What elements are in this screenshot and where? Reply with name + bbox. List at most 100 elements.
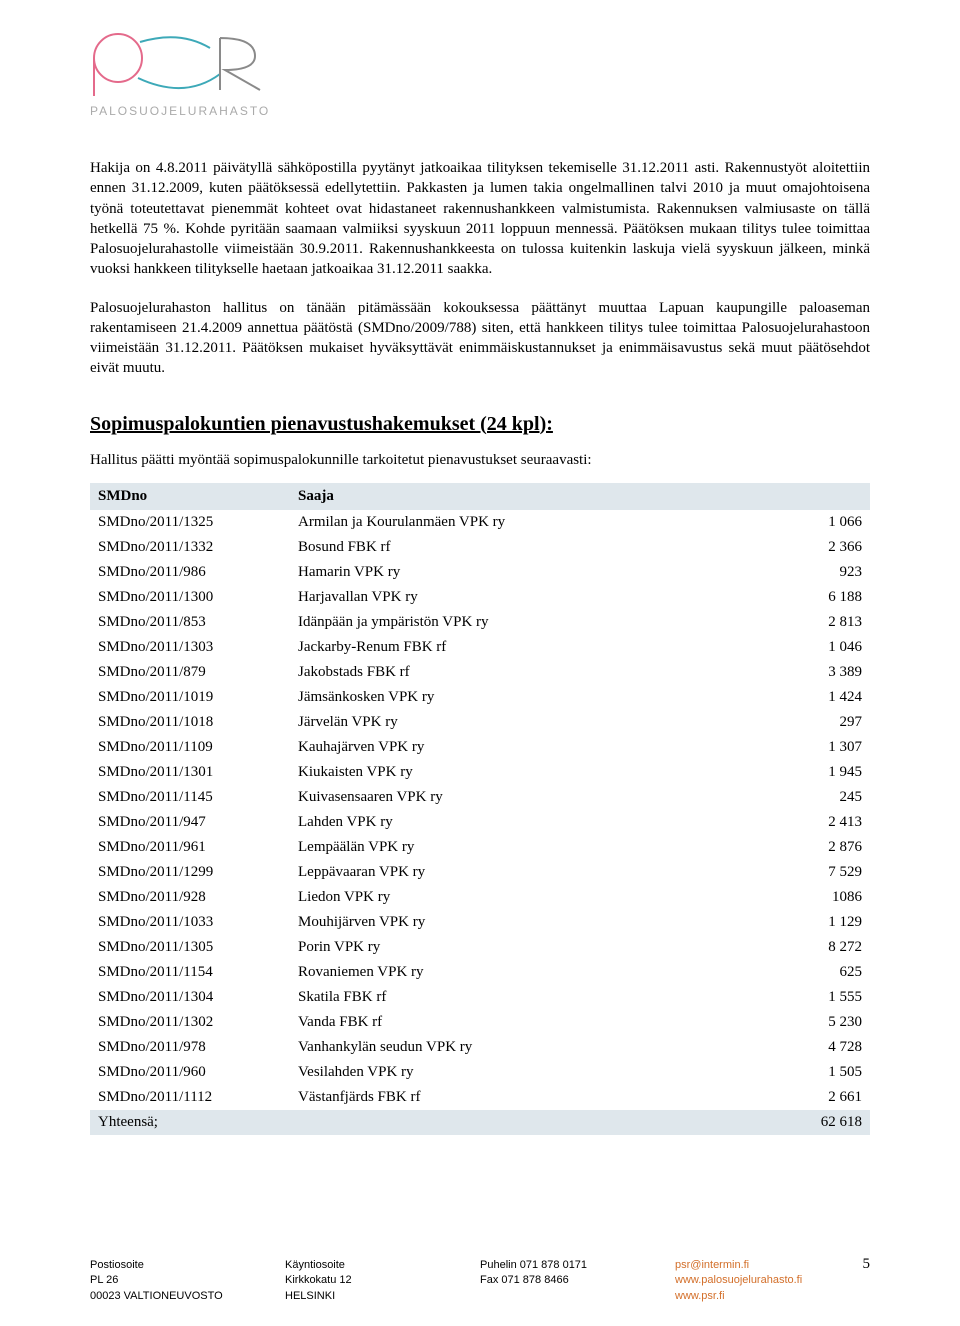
cell-saaja: Bosund FBK rf	[290, 535, 780, 560]
cell-smdno: SMDno/2011/928	[90, 885, 290, 910]
table-row: SMDno/2011/1332Bosund FBK rf2 366	[90, 535, 870, 560]
footer-email-link[interactable]: psr@intermin.fi	[675, 1259, 749, 1271]
cell-smdno: SMDno/2011/1154	[90, 960, 290, 985]
table-row: SMDno/2011/1300Harjavallan VPK ry6 188	[90, 585, 870, 610]
cell-amount: 4 728	[780, 1035, 870, 1060]
page-number: 5	[863, 1254, 871, 1275]
th-saaja: Saaja	[290, 483, 780, 510]
footer-web2-link[interactable]: www.psr.fi	[675, 1290, 725, 1302]
cell-amount: 6 188	[780, 585, 870, 610]
cell-amount: 1 505	[780, 1060, 870, 1085]
cell-amount: 1 046	[780, 635, 870, 660]
table-row: SMDno/2011/853Idänpään ja ympäristön VPK…	[90, 610, 870, 635]
cell-smdno: SMDno/2011/1332	[90, 535, 290, 560]
cell-amount: 1 066	[780, 510, 870, 535]
cell-smdno: SMDno/2011/1302	[90, 1010, 290, 1035]
footer-col-phone: Puhelin 071 878 0171 Fax 071 878 8466	[480, 1258, 675, 1304]
cell-saaja: Rovaniemen VPK ry	[290, 960, 780, 985]
footer-line: Kirkkokatu 12	[285, 1273, 480, 1288]
cell-saaja: Porin VPK ry	[290, 935, 780, 960]
table-row: SMDno/2011/1301Kiukaisten VPK ry1 945	[90, 760, 870, 785]
paragraph-1: Hakija on 4.8.2011 päivätyllä sähköposti…	[90, 158, 870, 280]
cell-saaja: Lempäälän VPK ry	[290, 835, 780, 860]
cell-saaja: Harjavallan VPK ry	[290, 585, 780, 610]
cell-saaja: Hamarin VPK ry	[290, 560, 780, 585]
cell-smdno: SMDno/2011/961	[90, 835, 290, 860]
cell-smdno: SMDno/2011/879	[90, 660, 290, 685]
cell-smdno: SMDno/2011/1304	[90, 985, 290, 1010]
table-row: SMDno/2011/947Lahden VPK ry2 413	[90, 810, 870, 835]
footer-line: Postiosoite	[90, 1258, 285, 1273]
cell-amount: 1 129	[780, 910, 870, 935]
cell-saaja: Jämsänkosken VPK ry	[290, 685, 780, 710]
cell-amount: 245	[780, 785, 870, 810]
cell-amount: 3 389	[780, 660, 870, 685]
cell-smdno: SMDno/2011/960	[90, 1060, 290, 1085]
cell-saaja: Vanhankylän seudun VPK ry	[290, 1035, 780, 1060]
total-spacer	[290, 1110, 780, 1135]
cell-smdno: SMDno/2011/1019	[90, 685, 290, 710]
total-label: Yhteensä;	[90, 1110, 290, 1135]
cell-amount: 2 413	[780, 810, 870, 835]
footer-block: Postiosoite PL 26 00023 VALTIONEUVOSTO K…	[90, 1258, 870, 1304]
table-row: SMDno/2011/1299Leppävaaran VPK ry7 529	[90, 860, 870, 885]
cell-amount: 923	[780, 560, 870, 585]
table-row: SMDno/2011/1302Vanda FBK rf5 230	[90, 1010, 870, 1035]
cell-smdno: SMDno/2011/1112	[90, 1085, 290, 1110]
footer-web1-link[interactable]: www.palosuojelurahasto.fi	[675, 1274, 802, 1286]
cell-smdno: SMDno/2011/978	[90, 1035, 290, 1060]
cell-amount: 7 529	[780, 860, 870, 885]
table-row: SMDno/2011/928Liedon VPK ry1086	[90, 885, 870, 910]
footer-col-links: 5 psr@intermin.fi www.palosuojelurahasto…	[675, 1258, 870, 1304]
cell-smdno: SMDno/2011/1301	[90, 760, 290, 785]
cell-saaja: Järvelän VPK ry	[290, 710, 780, 735]
cell-saaja: Idänpään ja ympäristön VPK ry	[290, 610, 780, 635]
table-row: SMDno/2011/960Vesilahden VPK ry1 505	[90, 1060, 870, 1085]
cell-saaja: Jakobstads FBK rf	[290, 660, 780, 685]
cell-smdno: SMDno/2011/1145	[90, 785, 290, 810]
cell-saaja: Västanfjärds FBK rf	[290, 1085, 780, 1110]
cell-smdno: SMDno/2011/1303	[90, 635, 290, 660]
logo-subtext: PALOSUOJELURAHASTO	[90, 104, 870, 118]
table-row: SMDno/2011/961Lempäälän VPK ry2 876	[90, 835, 870, 860]
logo-block: PALOSUOJELURAHASTO	[90, 30, 870, 118]
table-row: SMDno/2011/1304Skatila FBK rf1 555	[90, 985, 870, 1010]
footer-line: 00023 VALTIONEUVOSTO	[90, 1289, 285, 1304]
cell-amount: 2 876	[780, 835, 870, 860]
table-row: SMDno/2011/986Hamarin VPK ry923	[90, 560, 870, 585]
cell-amount: 1 424	[780, 685, 870, 710]
table-row: SMDno/2011/1019Jämsänkosken VPK ry1 424	[90, 685, 870, 710]
grants-table: SMDno Saaja SMDno/2011/1325Armilan ja Ko…	[90, 483, 870, 1135]
cell-smdno: SMDno/2011/1300	[90, 585, 290, 610]
cell-smdno: SMDno/2011/1325	[90, 510, 290, 535]
paragraph-2: Palosuojelurahaston hallitus on tänään p…	[90, 298, 870, 379]
th-smdno: SMDno	[90, 483, 290, 510]
cell-saaja: Leppävaaran VPK ry	[290, 860, 780, 885]
footer-col-post: Postiosoite PL 26 00023 VALTIONEUVOSTO	[90, 1258, 285, 1304]
cell-amount: 5 230	[780, 1010, 870, 1035]
table-row: SMDno/2011/1018Järvelän VPK ry297	[90, 710, 870, 735]
table-total-row: Yhteensä;62 618	[90, 1110, 870, 1135]
cell-smdno: SMDno/2011/1299	[90, 860, 290, 885]
table-row: SMDno/2011/1033Mouhijärven VPK ry1 129	[90, 910, 870, 935]
th-amount	[780, 483, 870, 510]
cell-saaja: Kiukaisten VPK ry	[290, 760, 780, 785]
table-row: SMDno/2011/1112Västanfjärds FBK rf2 661	[90, 1085, 870, 1110]
table-row: SMDno/2011/879Jakobstads FBK rf3 389	[90, 660, 870, 685]
cell-saaja: Armilan ja Kourulanmäen VPK ry	[290, 510, 780, 535]
cell-smdno: SMDno/2011/1018	[90, 710, 290, 735]
section-heading: Sopimuspalokuntien pienavustushakemukset…	[90, 413, 870, 436]
cell-smdno: SMDno/2011/1033	[90, 910, 290, 935]
psr-logo	[90, 30, 270, 100]
cell-smdno: SMDno/2011/947	[90, 810, 290, 835]
cell-amount: 8 272	[780, 935, 870, 960]
cell-saaja: Vanda FBK rf	[290, 1010, 780, 1035]
cell-amount: 2 661	[780, 1085, 870, 1110]
table-row: SMDno/2011/1145Kuivasensaaren VPK ry245	[90, 785, 870, 810]
table-intro: Hallitus päätti myöntää sopimuspalokunni…	[90, 452, 870, 469]
table-row: SMDno/2011/1305Porin VPK ry8 272	[90, 935, 870, 960]
footer-line: Fax 071 878 8466	[480, 1273, 675, 1288]
footer-line: Puhelin 071 878 0171	[480, 1258, 675, 1273]
cell-amount: 2 366	[780, 535, 870, 560]
table-row: SMDno/2011/1109Kauhajärven VPK ry1 307	[90, 735, 870, 760]
